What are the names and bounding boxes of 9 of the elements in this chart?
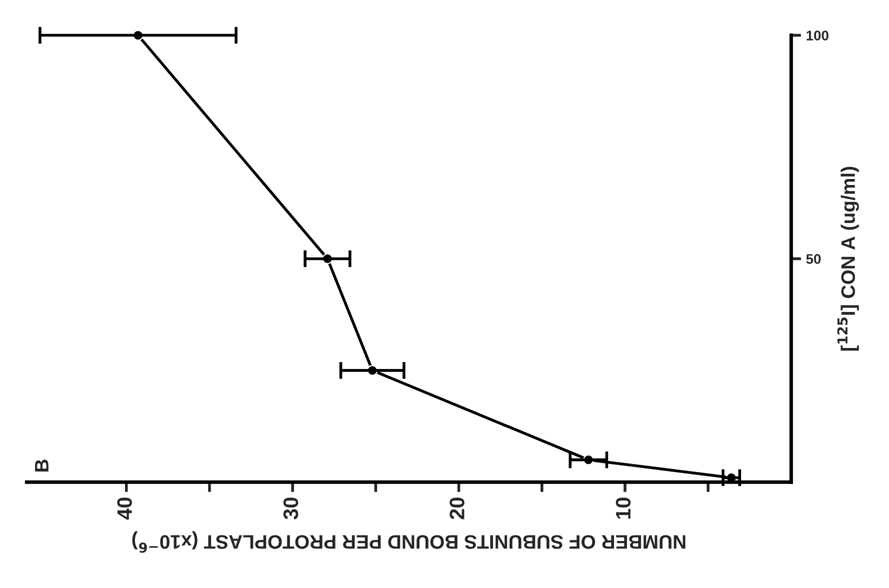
annotation: B <box>35 460 48 472</box>
y-tick-label: 50 <box>806 254 821 264</box>
x-tick-label: 10 <box>616 498 631 519</box>
y-tick-label: 100 <box>806 30 828 40</box>
x-tick-label: 30 <box>283 498 298 520</box>
y-axis-title: [$^{125}$I] CON A (ug/ml) <box>837 166 859 351</box>
x-tick-label: 40 <box>117 498 132 520</box>
x-tick-label: 20 <box>450 498 464 520</box>
x-axis-title: NUMBER OF SUBUNITS BOUND PER PROTOPLAST (x10$^{−6}$) <box>132 531 686 553</box>
